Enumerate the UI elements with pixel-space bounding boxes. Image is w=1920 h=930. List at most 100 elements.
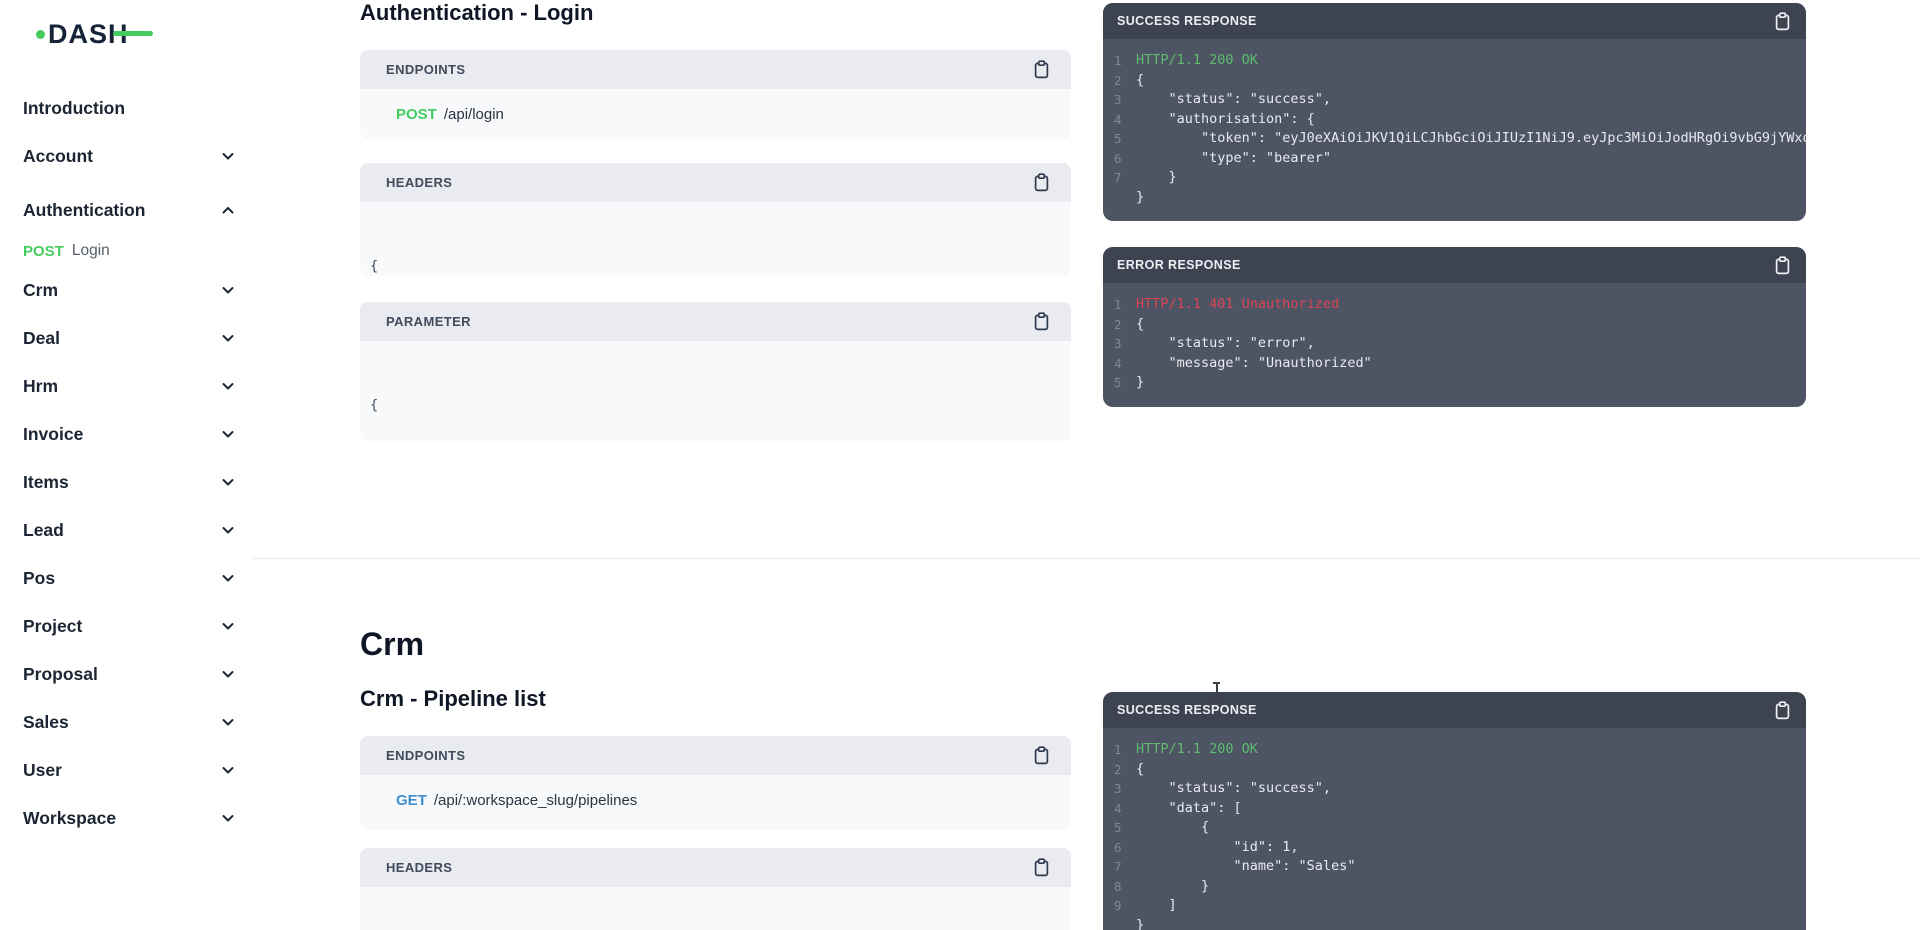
code-text: "id": 1,: [1136, 838, 1299, 855]
copy-button[interactable]: [1775, 11, 1790, 31]
sidebar-item-label: Crm: [23, 279, 59, 300]
parameter-panel-header: PARAMETER: [360, 302, 1071, 341]
code-line: {: [370, 258, 379, 274]
sidebar-item-sales[interactable]: Sales: [23, 710, 235, 734]
http-method: GET: [396, 791, 427, 809]
headers-panel-header: HEADERS: [360, 163, 1071, 202]
line-number: 2: [1114, 72, 1122, 88]
code-line: 5}: [1103, 373, 1806, 393]
headers-panel: HEADERS { "Accept": "application\/json" …: [360, 163, 1071, 276]
chevron-down-icon: [221, 331, 235, 345]
copy-button[interactable]: [1034, 173, 1049, 192]
code-text: }: [1136, 877, 1210, 894]
sidebar-item-invoice[interactable]: Invoice: [23, 422, 235, 446]
sidebar-item-hrm[interactable]: Hrm: [23, 374, 235, 398]
chevron-down-icon: [221, 619, 235, 633]
success-response-panel: SUCCESS RESPONSE 1 HTTP/1.1 200 OK 2{ 3 "…: [1103, 3, 1806, 221]
copy-button[interactable]: [1034, 60, 1049, 79]
sidebar-item-project[interactable]: Project: [23, 614, 235, 638]
code-text: {: [1136, 819, 1210, 835]
code-text: }: [1136, 169, 1177, 185]
endpoints-panel-header: ENDPOINTS: [360, 736, 1071, 775]
line-number: 8: [1114, 878, 1122, 894]
copy-button[interactable]: [1775, 255, 1790, 275]
headers-panel-header: HEADERS: [360, 848, 1071, 887]
sidebar-item-authentication[interactable]: Authentication: [23, 198, 235, 222]
section-divider: [253, 558, 1920, 559]
sidebar-item-items[interactable]: Items: [23, 470, 235, 494]
sidebar-item-pos[interactable]: Pos: [23, 566, 235, 590]
sidebar-item-label: Authentication: [23, 199, 146, 220]
code-block: { "Accept": "application\/json",: [360, 887, 1071, 930]
copy-button[interactable]: [1034, 858, 1049, 877]
headers-panel: HEADERS { "Accept": "application\/json",: [360, 848, 1071, 930]
line-number: 2: [1114, 316, 1122, 332]
sidebar-item-deal[interactable]: Deal: [23, 326, 235, 350]
code-line: 4 "data": [: [1103, 799, 1806, 819]
code-text: ]: [1136, 897, 1177, 913]
sidebar-item-label: Workspace: [23, 807, 117, 828]
sidebar-item-label: Sales: [23, 711, 69, 732]
success-response-header: SUCCESS RESPONSE: [1103, 692, 1806, 728]
code-block: 1 HTTP/1.1 401 Unauthorized 2{ 3 "status"…: [1103, 283, 1806, 407]
line-number: 1: [1114, 53, 1122, 68]
code-block: 1 HTTP/1.1 200 OK 2{ 3 "status": "success…: [1103, 39, 1806, 221]
sidebar-item-crm[interactable]: Crm: [23, 278, 235, 302]
section-title-crm-pipeline-list: Crm - Pipeline list: [360, 686, 546, 711]
sidebar-item-account[interactable]: Account: [23, 144, 235, 168]
line-number: 1: [1114, 297, 1122, 312]
sidebar-item-auth-login[interactable]: POST Login: [23, 239, 235, 263]
panel-title: ENDPOINTS: [386, 62, 466, 77]
code-line: 3 "status": "success",: [1103, 779, 1806, 799]
section-title-auth-login: Authentication - Login: [360, 0, 594, 25]
code-text: }: [1136, 374, 1145, 390]
logo-dot-icon: [36, 29, 45, 39]
code-line: }: [1103, 916, 1806, 930]
code-text: "type": "bearer": [1136, 149, 1332, 166]
copy-button[interactable]: [1775, 700, 1790, 720]
parameter-panel: PARAMETER { "email": "test@example.com",…: [360, 302, 1071, 441]
sidebar-item-label: Deal: [23, 327, 60, 348]
code-line: 8 }: [1103, 877, 1806, 897]
chevron-down-icon: [221, 427, 235, 441]
code-text: {: [1136, 315, 1145, 332]
endpoint-line: GET /api/:workspace_slug/pipelines: [360, 775, 1071, 825]
copy-button[interactable]: [1034, 312, 1049, 331]
endpoints-panel: ENDPOINTS POST /api/login: [360, 50, 1071, 139]
line-number: 3: [1114, 92, 1122, 107]
sidebar-item-introduction[interactable]: Introduction: [23, 96, 235, 120]
code-line: 5 {: [1103, 818, 1806, 838]
code-line: 2{: [1103, 760, 1806, 780]
code-line: 5 "token": "eyJ0eXAiOiJKV1QiLCJhbGciOiJI…: [1103, 129, 1806, 149]
line-number: 7: [1114, 859, 1122, 874]
code-text: }: [1136, 916, 1145, 930]
sidebar-item-workspace[interactable]: Workspace: [23, 806, 235, 830]
line-number: 4: [1114, 800, 1122, 816]
code-text: }: [1136, 188, 1145, 205]
app-logo[interactable]: DASH: [36, 18, 153, 50]
sidebar-item-label: Items: [23, 471, 69, 492]
group-title-crm: Crm: [360, 626, 425, 662]
code-text: HTTP/1.1 200 OK: [1136, 741, 1258, 757]
sidebar-item-label: Introduction: [23, 97, 126, 118]
logo-dash-icon: [112, 30, 153, 36]
code-line: 4 "authorisation": {: [1103, 110, 1806, 130]
sidebar-item-lead[interactable]: Lead: [23, 518, 235, 542]
sidebar: DASH Introduction Account Authentication…: [0, 0, 253, 930]
panel-title: SUCCESS RESPONSE: [1117, 14, 1257, 28]
copy-button[interactable]: [1034, 746, 1049, 765]
chevron-down-icon: [221, 667, 235, 681]
code-text: "status": "success",: [1136, 780, 1332, 796]
code-line: {: [370, 397, 379, 413]
chevron-up-icon: [221, 203, 235, 217]
sidebar-item-proposal[interactable]: Proposal: [23, 662, 235, 686]
code-line: 1 HTTP/1.1 401 Unauthorized: [1103, 295, 1806, 315]
chevron-down-icon: [221, 811, 235, 825]
sidebar-item-user[interactable]: User: [23, 758, 235, 782]
code-block: 1 HTTP/1.1 200 OK 2{ 3 "status": "success…: [1103, 728, 1806, 930]
sidebar-item-label: Account: [23, 145, 93, 166]
code-block: { "email": "test@example.com", "password…: [360, 341, 1071, 441]
code-text: "data": [: [1136, 799, 1242, 816]
code-text: "status": "success",: [1136, 91, 1332, 107]
